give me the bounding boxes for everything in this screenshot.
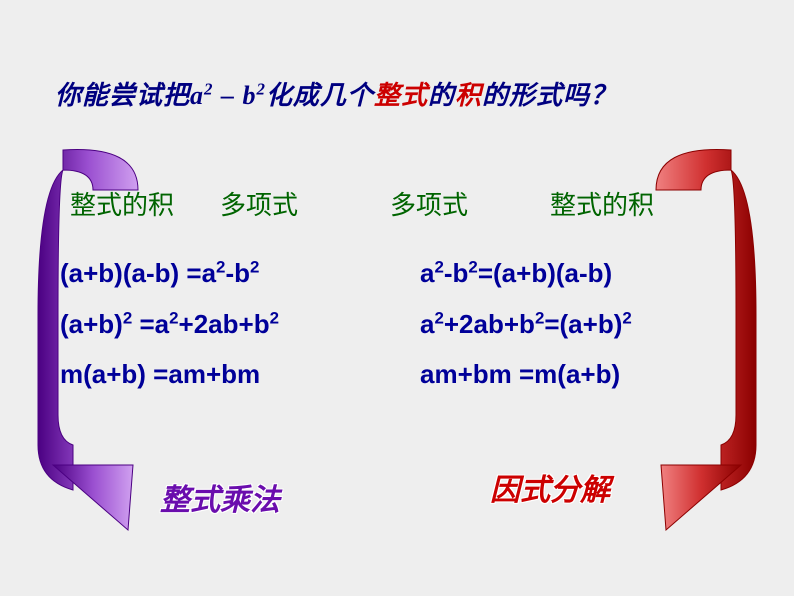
q-red2: 积: [455, 81, 482, 110]
right-eq-1: a2-b2=(a+b)(a-b): [420, 248, 632, 299]
q-sup2: 2: [256, 79, 265, 98]
q-suffix: 的形式吗？: [482, 81, 617, 110]
q-mid3: 的: [428, 81, 455, 110]
header-3: 多项式: [390, 185, 550, 222]
left-arrow-icon: [18, 135, 168, 545]
right-equations: a2-b2=(a+b)(a-b) a2+2ab+b2=(a+b)2 am+bm …: [420, 248, 632, 400]
q-prefix: 你能尝试把a: [55, 81, 204, 110]
question-text: 你能尝试把a2 – b2化成几个整式的积的形式吗？: [55, 75, 617, 112]
q-mid2: 化成几个: [266, 81, 374, 110]
right-label: 因式分解: [490, 465, 610, 509]
right-eq-3: am+bm =m(a+b): [420, 349, 632, 400]
left-label: 整式乘法: [160, 475, 280, 519]
right-eq-2: a2+2ab+b2=(a+b)2: [420, 299, 632, 350]
right-arrow-icon: [626, 135, 776, 545]
q-mid1: – b: [213, 81, 256, 110]
q-red1: 整式: [374, 81, 428, 110]
header-2: 多项式: [220, 185, 390, 222]
